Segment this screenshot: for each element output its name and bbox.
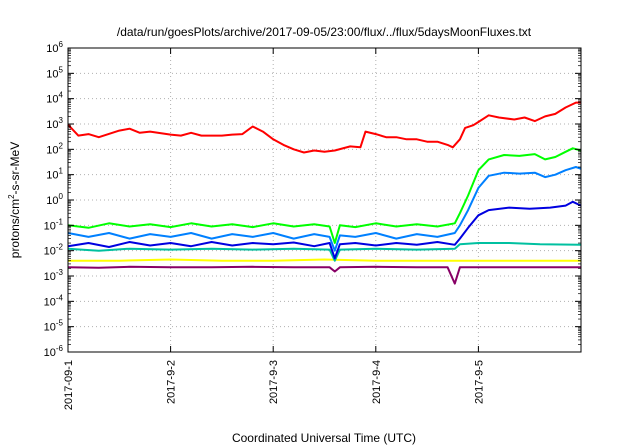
- y-axis-title-base: protons/cm: [8, 199, 22, 258]
- y-tick-label: 10-1: [44, 217, 64, 232]
- y-tick-label: 10-3: [44, 268, 64, 283]
- y-tick-label: 10-6: [44, 344, 64, 359]
- y-tick-label-base: 10: [44, 296, 56, 308]
- y-tick-label-exp: 4: [59, 91, 64, 100]
- y-axis-title-rest: -s-sr-MeV: [8, 142, 22, 195]
- y-tick-label-base: 10: [44, 347, 56, 359]
- y-tick-label-exp: 1: [59, 167, 64, 176]
- y-tick-label: 102: [46, 141, 63, 156]
- y-tick-label-base: 10: [46, 68, 58, 80]
- y-tick-label: 10-5: [44, 319, 64, 334]
- y-tick-label-base: 10: [46, 94, 58, 106]
- y-tick-label: 106: [46, 40, 63, 55]
- y-tick-label-base: 10: [46, 170, 58, 182]
- x-axis-title: Coordinated Universal Time (UTC): [232, 431, 416, 445]
- y-tick-label-base: 10: [44, 322, 56, 334]
- series-line: [67, 147, 582, 244]
- y-tick-label-exp: 3: [59, 116, 64, 125]
- y-tick-label-base: 10: [46, 43, 58, 55]
- x-tick-label: 2017-9-3: [268, 360, 280, 404]
- series-line: [67, 265, 581, 285]
- x-tick-label: 2017-9-5: [473, 360, 485, 404]
- x-axis: 2017-09-1 2017-9-2 2017-9-3 2017-9-4 2017-9-…: [63, 48, 485, 410]
- y-tick-label: 105: [46, 65, 63, 80]
- y-tick-label: 10-2: [44, 243, 64, 258]
- y-tick-label-base: 10: [46, 144, 58, 156]
- y-tick-label-base: 10: [46, 119, 58, 131]
- series-line: [68, 258, 581, 262]
- series-line: [67, 242, 582, 262]
- y-tick-label-base: 10: [44, 271, 56, 283]
- y-tick-label-exp: 0: [59, 192, 64, 201]
- y-tick-label: 10-4: [44, 293, 64, 308]
- y-tick-label-exp: -4: [56, 293, 64, 302]
- y-tick-label-exp: -3: [56, 268, 64, 277]
- x-tick-label: 2017-9-4: [371, 360, 383, 404]
- series-line: [67, 101, 581, 154]
- y-axis: 10610510410310210110010-110-210-310-410-…: [44, 40, 581, 359]
- y-tick-label: 101: [46, 167, 63, 182]
- y-axis-title: protons/cm2-s-sr-MeV: [7, 142, 22, 258]
- y-tick-label-base: 10: [44, 220, 56, 232]
- y-tick-label-base: 10: [44, 246, 56, 258]
- y-tick-label-exp: -1: [56, 217, 64, 226]
- y-tick-label-exp: 5: [59, 65, 64, 74]
- y-tick-label-exp: 6: [59, 40, 64, 49]
- y-tick-label-exp: -5: [56, 319, 64, 328]
- y-tick-label-exp: -6: [56, 344, 64, 353]
- chart-title: /data/run/goesPlots/archive/2017-09-05/2…: [117, 25, 532, 39]
- series-group: [67, 101, 582, 285]
- y-tick-label: 100: [46, 192, 63, 207]
- y-tick-label: 103: [46, 116, 63, 131]
- series-line: [67, 166, 582, 252]
- x-tick-label: 2017-09-1: [63, 360, 75, 410]
- x-tick-label: 2017-9-2: [166, 360, 178, 404]
- y-axis-title-exp: 2: [7, 194, 16, 199]
- y-tick-label-exp: 2: [59, 141, 64, 150]
- series-line: [67, 200, 582, 260]
- y-tick-label: 104: [46, 91, 63, 106]
- y-tick-label-base: 10: [46, 195, 58, 207]
- y-tick-label-exp: -2: [56, 243, 64, 252]
